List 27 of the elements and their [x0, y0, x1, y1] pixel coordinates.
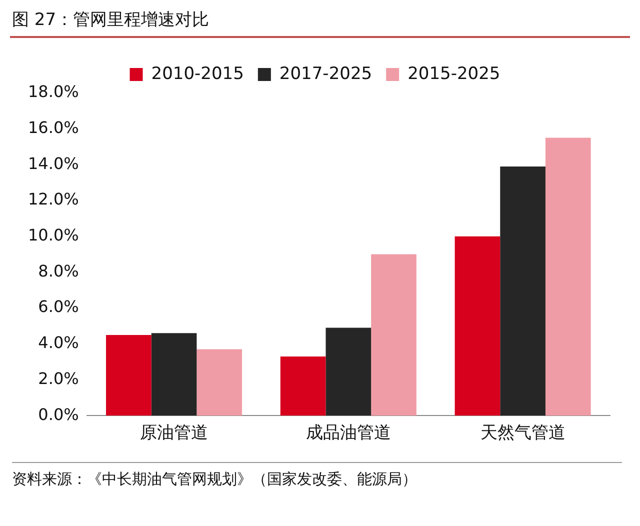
- bar: [371, 254, 416, 416]
- y-tick-label: 4.0%: [38, 333, 79, 352]
- bar: [106, 334, 152, 416]
- bar: [280, 356, 326, 416]
- bar: [196, 349, 242, 416]
- y-tick-label: 10.0%: [28, 226, 79, 245]
- bar: [454, 236, 500, 416]
- x-tick-label: 天然气管道: [480, 423, 566, 444]
- y-tick-label: 6.0%: [38, 297, 79, 316]
- legend-label: 2010-2015: [151, 64, 244, 84]
- y-tick-label: 8.0%: [38, 261, 79, 280]
- y-tick-label: 12.0%: [28, 190, 79, 209]
- y-tick-label: 16.0%: [28, 118, 79, 137]
- legend-label: 2015-2025: [408, 64, 500, 84]
- chart-title: 图 27：管网里程增速对比: [12, 9, 210, 31]
- bar: [500, 166, 546, 416]
- x-tick-label: 原油管道: [140, 423, 208, 444]
- bar: [545, 138, 591, 416]
- bar: [151, 333, 197, 416]
- x-tick-label: 成品油管道: [306, 423, 391, 444]
- bar: [326, 328, 372, 416]
- legend-label: 2017-2025: [279, 64, 372, 84]
- y-tick-label: 14.0%: [28, 154, 79, 173]
- y-tick-label: 2.0%: [38, 368, 79, 388]
- y-tick-label: 18.0%: [28, 82, 79, 102]
- text: 资料来源：《中长期油气管网规划》（国家发改委、能源局）: [12, 462, 622, 491]
- y-tick-label: 0.0%: [38, 404, 79, 424]
